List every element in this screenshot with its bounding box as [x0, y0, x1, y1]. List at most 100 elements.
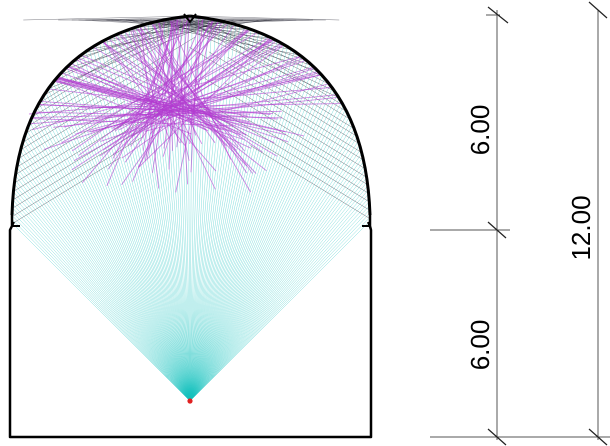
direct-ray — [32, 113, 191, 402]
direct-ray — [12, 220, 191, 402]
direct-ray — [57, 75, 191, 402]
reflected-ray — [121, 45, 284, 159]
reflected-ray — [111, 39, 273, 129]
direct-ray — [55, 78, 191, 402]
reflected-ray — [144, 83, 328, 132]
dimension-lines — [430, 1, 610, 446]
reflected-ray — [162, 20, 210, 157]
direct-ray — [132, 27, 191, 402]
direct-ray — [189, 42, 281, 402]
reflected-ray — [158, 22, 197, 136]
grazing-ray — [208, 51, 361, 145]
direct-ray — [14, 178, 191, 402]
direct-ray — [189, 87, 333, 402]
grazing-ray — [16, 101, 125, 168]
direct-ray — [69, 63, 191, 402]
reflected-ray — [151, 19, 178, 173]
direct-ray — [92, 46, 191, 402]
direct-ray — [139, 25, 191, 402]
reflected-ray — [107, 21, 214, 170]
direct-ray — [17, 158, 191, 402]
reflected-ray — [32, 56, 300, 131]
direct-ray — [12, 212, 191, 402]
reflected-ray — [149, 29, 247, 135]
reflected-ray — [130, 30, 170, 140]
reflected-ray — [41, 100, 278, 120]
reflected-ray — [100, 68, 314, 142]
reflected-ray — [76, 59, 209, 132]
reflected-ray — [132, 41, 276, 137]
reflected-ray — [124, 22, 223, 163]
direct-ray — [12, 223, 191, 402]
direct-ray — [189, 97, 340, 402]
reflected-ray — [53, 96, 338, 128]
left-bracket — [9, 221, 20, 231]
direct-ray — [27, 125, 191, 402]
direct-ray — [25, 129, 191, 402]
direct-ray — [29, 121, 191, 402]
direct-ray — [189, 112, 349, 402]
reflected-ray — [103, 42, 186, 146]
reflected-ray — [176, 19, 189, 185]
direct-ray — [47, 88, 191, 402]
direct-ray — [36, 106, 191, 402]
direct-ray — [189, 65, 314, 402]
reflected-ray — [137, 28, 216, 190]
direct-ray — [189, 217, 370, 402]
dimension-label-lower: 6.00 — [465, 320, 495, 371]
direct-ray — [189, 46, 288, 402]
direct-ray — [45, 91, 191, 402]
apex-notch — [183, 13, 197, 23]
source-point-icon — [187, 398, 193, 404]
dimension-label-total: 12.00 — [566, 195, 596, 260]
direct-ray — [189, 25, 241, 402]
direct-ray — [189, 152, 363, 402]
direct-ray — [189, 209, 370, 402]
direct-ray — [189, 71, 320, 402]
direct-ray — [151, 21, 191, 402]
direct-ray — [18, 154, 191, 402]
reflected-rays-group — [28, 17, 342, 193]
direct-ray — [42, 95, 191, 402]
direct-ray — [189, 124, 354, 402]
direct-ray — [189, 184, 369, 402]
reflected-ray — [104, 41, 217, 172]
direct-ray — [12, 216, 191, 402]
grazing-ray — [12, 136, 143, 217]
direct-ray — [189, 181, 368, 402]
tick-bottom-outer — [588, 428, 608, 446]
reflected-ray — [176, 18, 188, 148]
reflected-ray — [142, 21, 165, 151]
direct-ray — [189, 164, 366, 402]
direct-ray — [189, 105, 344, 402]
direct-ray — [189, 60, 308, 402]
tick-middle — [487, 221, 507, 239]
direct-ray — [20, 145, 191, 402]
direct-ray — [189, 189, 369, 402]
direct-ray — [189, 128, 355, 402]
direct-ray — [22, 142, 191, 402]
direct-ray — [95, 44, 191, 402]
direct-ray — [189, 156, 364, 402]
right-bracket — [362, 221, 372, 231]
reflected-ray — [72, 63, 252, 149]
direct-ray — [12, 203, 191, 402]
right-wall — [190, 215, 373, 439]
direct-ray — [189, 17, 205, 402]
direct-ray — [34, 109, 191, 402]
reflected-ray — [63, 74, 320, 128]
direct-ray — [189, 84, 331, 402]
reflected-ray — [109, 39, 247, 136]
direct-ray — [189, 91, 336, 402]
grazing-ray — [225, 83, 366, 170]
direct-ray — [72, 60, 191, 402]
grazing-ray — [187, 15, 340, 21]
direct-ray — [189, 177, 368, 402]
reflected-ray — [114, 23, 228, 132]
direct-ray — [189, 44, 285, 402]
reflected-ray — [112, 17, 190, 159]
hall-outline — [8, 13, 373, 439]
direct-ray — [189, 201, 370, 402]
tick-top-outer — [588, 1, 608, 19]
